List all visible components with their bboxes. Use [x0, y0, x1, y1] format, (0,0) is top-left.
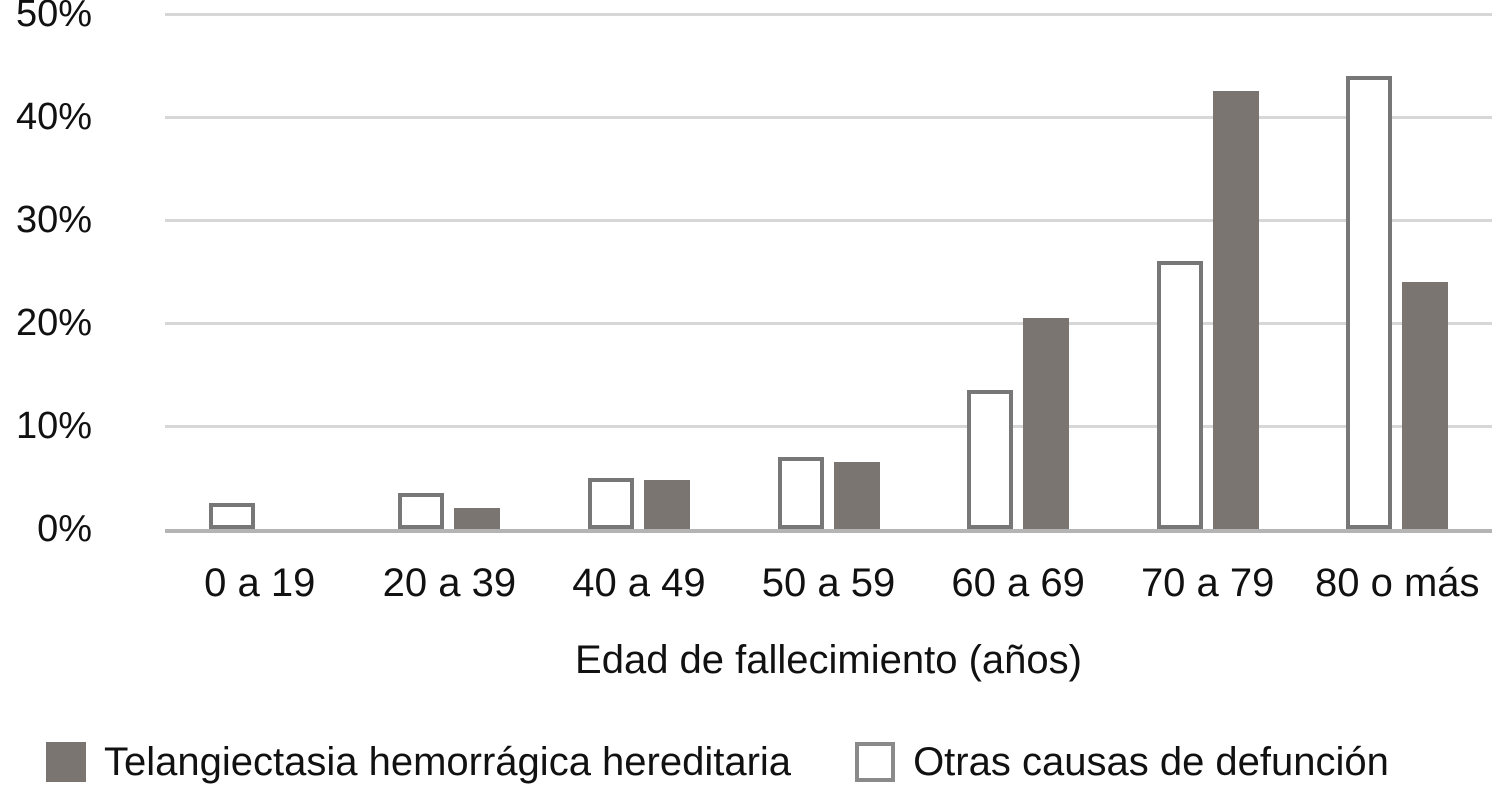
- y-tick-label: 40%: [15, 96, 92, 138]
- bar-otras: [587, 477, 634, 529]
- legend-item-thh: Telangiectasia hemorrágica hereditaria: [46, 738, 791, 786]
- bar-group: [165, 14, 355, 529]
- x-tick-label: 60 a 69: [951, 561, 1085, 605]
- y-tick-label: 30%: [15, 199, 92, 241]
- gridline: [165, 218, 1492, 222]
- bar-otras: [967, 389, 1014, 529]
- x-axis-title: Edad de fallecimiento (años): [575, 638, 1082, 682]
- y-tick-label: 50%: [15, 0, 92, 35]
- gridline: [165, 424, 1492, 428]
- bar-group: [544, 14, 734, 529]
- bar-thh: [454, 508, 501, 529]
- bar-thh: [1212, 91, 1259, 529]
- x-axis-line: [165, 529, 1492, 533]
- bar-thh: [643, 479, 690, 529]
- x-tick-label: 80 o más: [1314, 561, 1480, 605]
- legend-label-thh: Telangiectasia hemorrágica hereditaria: [104, 740, 792, 784]
- x-tick-label: 50 a 59: [761, 561, 896, 605]
- plot-area: [165, 12, 1492, 533]
- bar-thh: [1023, 317, 1070, 529]
- gridline: [165, 12, 1492, 16]
- y-tick-label: 0%: [37, 508, 92, 550]
- bar-thh: [1402, 281, 1449, 529]
- gridline: [165, 115, 1492, 119]
- bar-group: [1113, 14, 1303, 529]
- bar-otras: [1346, 75, 1393, 529]
- bar-otras: [1156, 261, 1203, 529]
- y-axis: 0% 10% 20% 30% 40% 50%: [0, 0, 92, 600]
- x-tick-label: 20 a 39: [382, 561, 517, 605]
- bar-group: [923, 14, 1113, 529]
- x-tick-label: 0 a 19: [204, 561, 316, 605]
- legend: Telangiectasia hemorrágica hereditaria O…: [46, 738, 1389, 786]
- legend-swatch-otras: [855, 742, 896, 782]
- y-tick-label: 10%: [15, 405, 92, 447]
- gridline: [165, 321, 1492, 325]
- x-tick-label: 40 a 49: [572, 561, 706, 605]
- bar-group: [1302, 14, 1492, 529]
- y-tick-label: 20%: [15, 302, 92, 344]
- legend-item-otras: Otras causas de defunción: [855, 738, 1389, 786]
- bar-group: [734, 14, 924, 529]
- legend-label-otras: Otras causas de defunción: [913, 740, 1389, 784]
- bar-groups: [165, 14, 1492, 529]
- bar-otras: [208, 503, 255, 529]
- x-axis: 0 a 19 20 a 39 40 a 49 50 a 59 60 a 69 70 a 7…: [165, 560, 1492, 606]
- bar-otras: [777, 456, 824, 529]
- bar-group: [355, 14, 545, 529]
- bar-thh: [833, 462, 880, 529]
- x-tick-label: 70 a 79: [1140, 561, 1275, 605]
- legend-swatch-thh: [46, 742, 86, 782]
- bar-otras: [398, 492, 445, 529]
